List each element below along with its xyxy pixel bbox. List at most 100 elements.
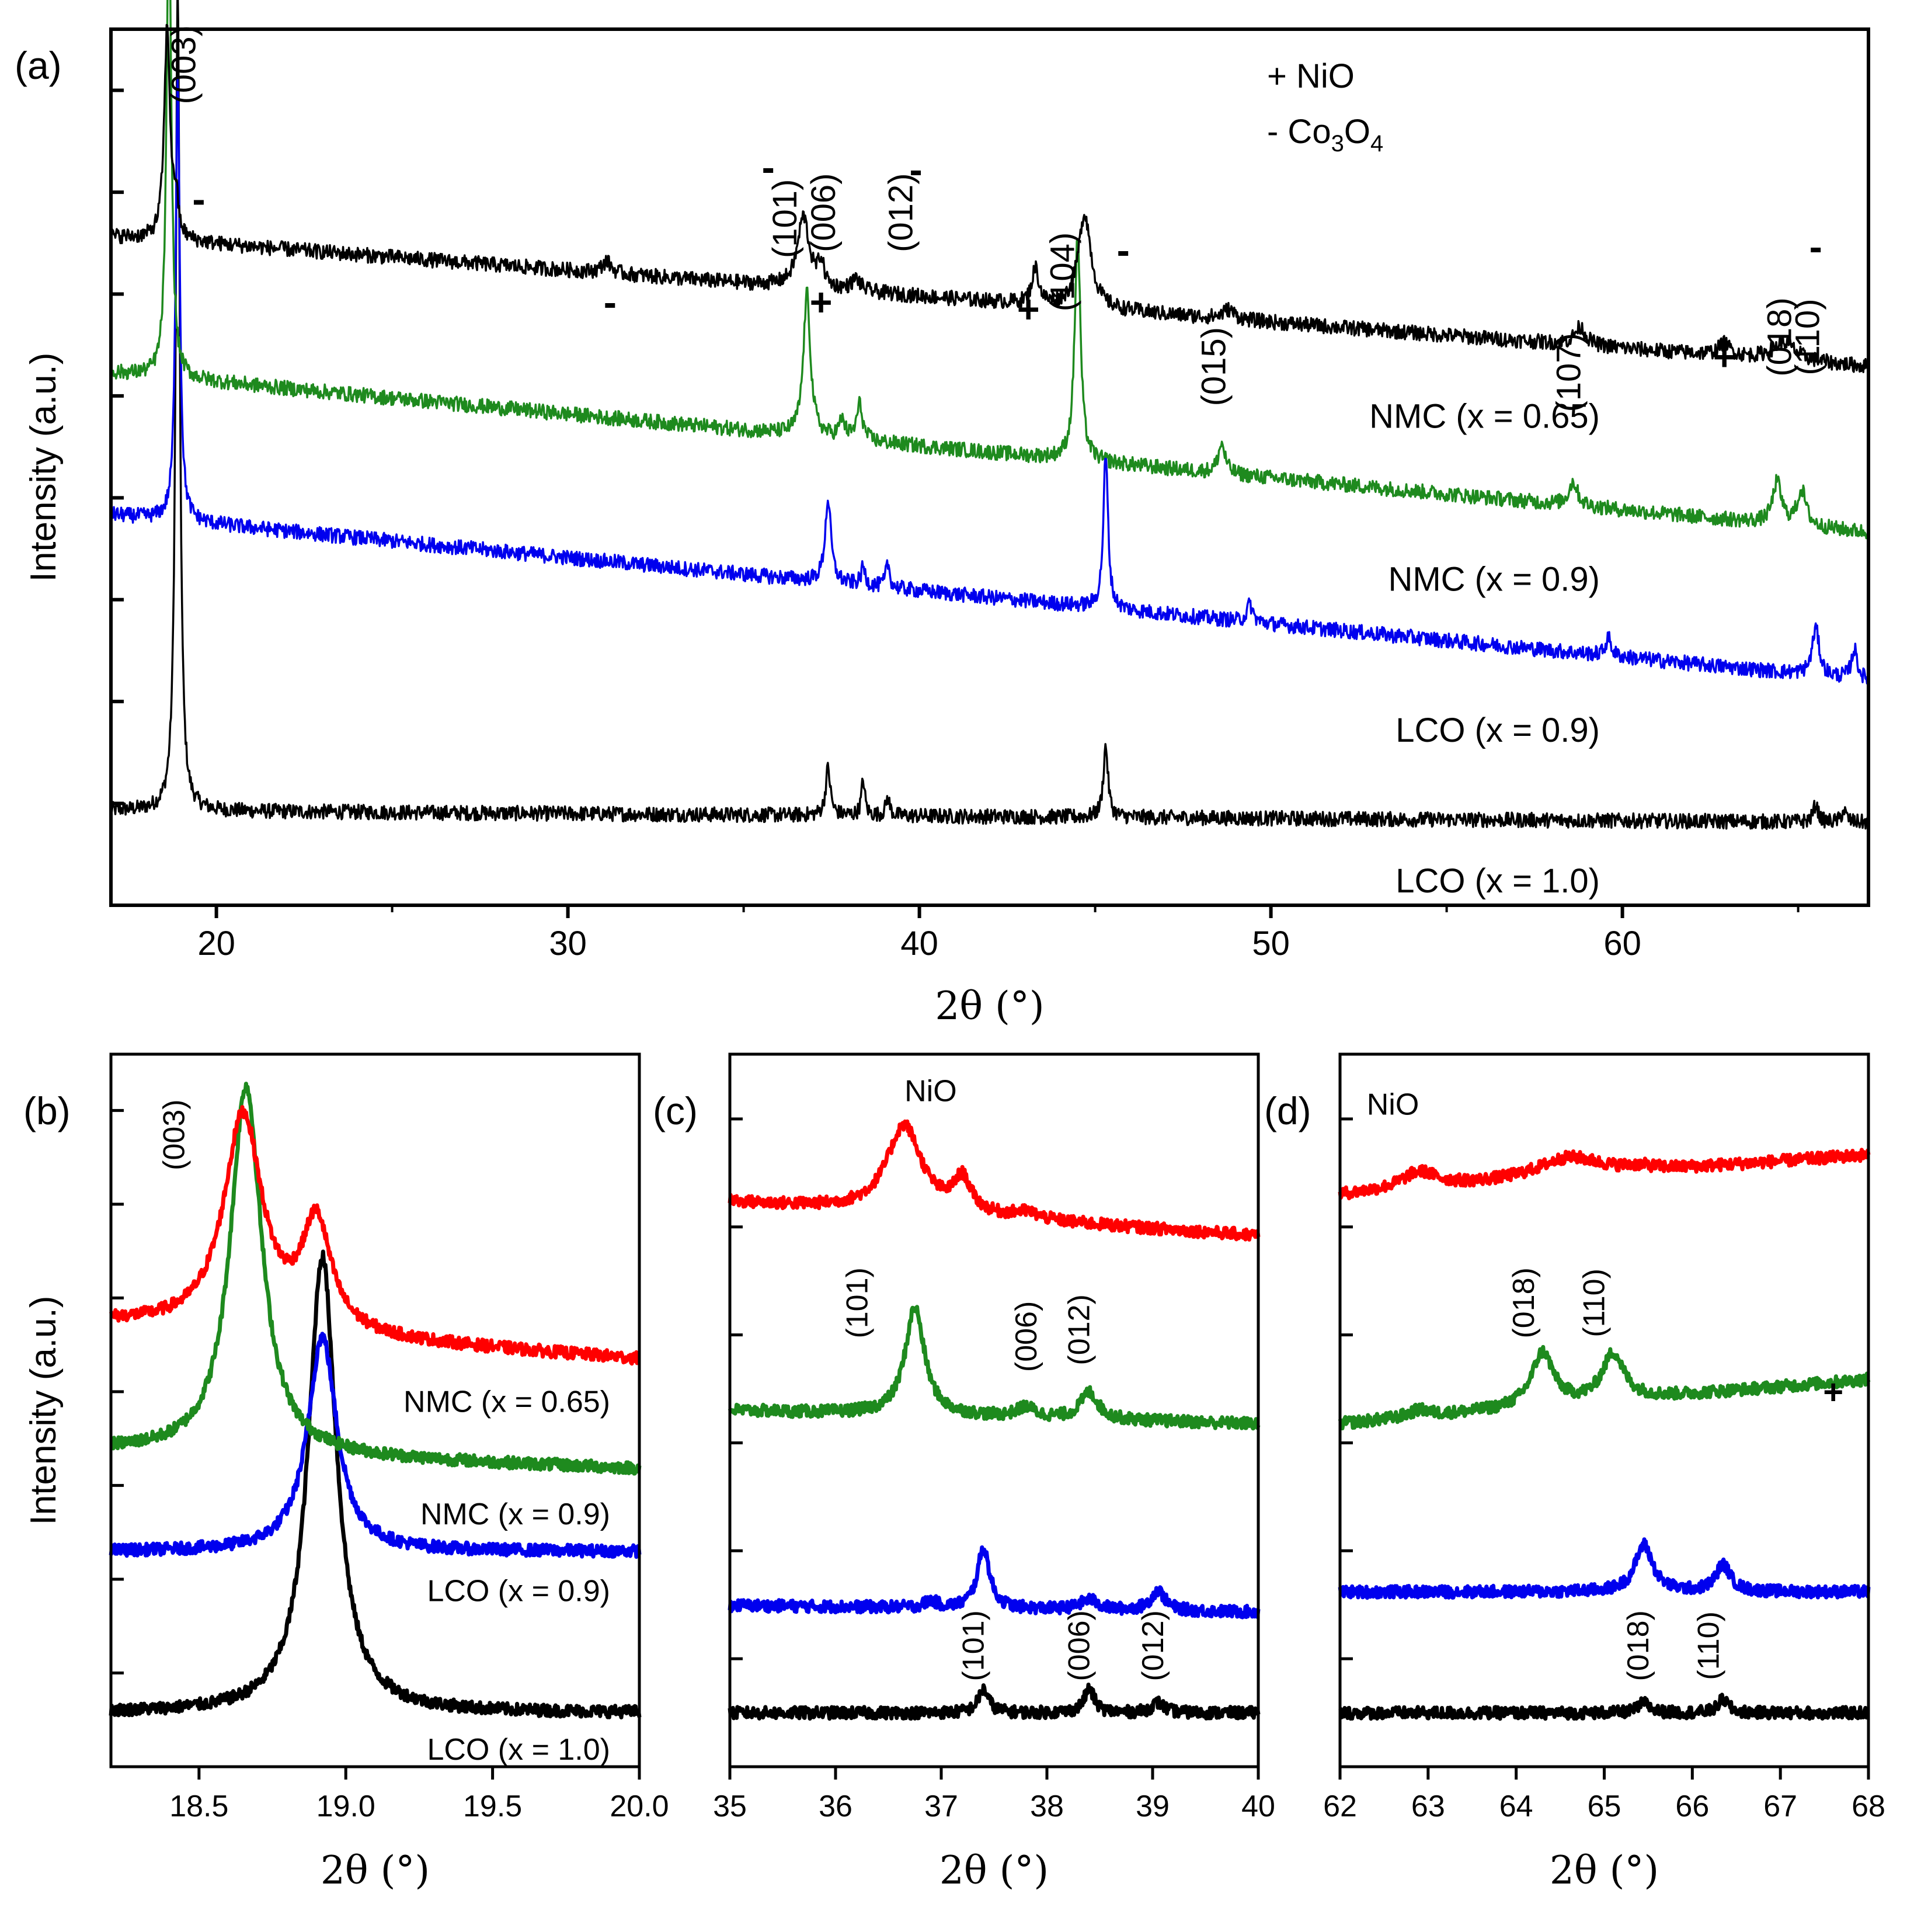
nio-marker: + <box>1713 336 1736 379</box>
panel-label: (d) <box>1264 1089 1311 1132</box>
co3o4-marker: - <box>909 149 922 192</box>
panel-label: (b) <box>23 1089 71 1132</box>
x-axis-label: 2θ (°) <box>1550 1848 1659 1893</box>
y-axis-label: Intensity (a.u.) <box>23 1296 64 1526</box>
panel-label: (c) <box>653 1089 698 1132</box>
y-axis-label: Intensity (a.u.) <box>23 353 64 582</box>
series-line-nmc-x-0-65- <box>728 1119 1261 1242</box>
panel-b: LCO (x = 1.0) LCO (x = 0.9) NMC (x = 0.9) N… <box>23 1052 669 1893</box>
panel-label: (a) <box>15 44 62 87</box>
x-tick-label: 62 <box>1323 1789 1357 1823</box>
phase-annotation: NiO <box>1367 1088 1419 1122</box>
series-label: LCO (x = 1.0) <box>1396 862 1600 900</box>
series-label: NMC (x = 0.65) <box>1369 398 1600 436</box>
series-line-nmc-x-0-65- <box>109 1105 641 1366</box>
peak-annotation: (110) <box>1578 1269 1612 1337</box>
panel-d: 62 63 64 65 66 67 68 2θ (°) (d) NiO (018) (110) + (01… <box>1264 1052 1885 1893</box>
peak-annotation: (107) <box>1550 333 1588 412</box>
x-tick-label: 63 <box>1411 1789 1445 1823</box>
series-line-lco-x-1-0- <box>109 1249 642 1719</box>
x-tick-label: 35 <box>713 1789 747 1823</box>
series-line-lco-x-0-9- <box>110 77 1870 684</box>
series-line-nmc-x-0-65- <box>110 24 1869 373</box>
series-line-lco-x-1-0- <box>728 1683 1261 1721</box>
panel-a: LCO (x = 1.0) LCO (x = 0.9) NMC (x = 0.9) N… <box>15 0 1870 1028</box>
plot-frame <box>109 1052 641 1768</box>
series-label: LCO (x = 0.9) <box>1396 711 1600 749</box>
co3o4-marker: - <box>762 146 775 189</box>
x-tick-label: 20.0 <box>610 1789 669 1823</box>
peak-annotation: (110) <box>1692 1611 1726 1680</box>
series-line-nmc-x-0-9- <box>728 1305 1261 1431</box>
peak-annotation: (012) <box>1062 1294 1096 1365</box>
series-label: NMC (x = 0.9) <box>420 1497 610 1531</box>
peak-annotation: (018) <box>1621 1610 1655 1681</box>
series-line-lco-x-1-0- <box>110 0 1870 831</box>
legend-co3o4: - Co3O4 <box>1267 113 1383 157</box>
peak-annotation: (006) <box>805 173 843 252</box>
series-label: NMC (x = 0.65) <box>403 1385 610 1419</box>
legend-text-part: 4 <box>1370 131 1383 157</box>
x-tick-label: 65 <box>1588 1789 1621 1823</box>
peak-annotation: (012) <box>882 173 920 252</box>
x-tick-label: 30 <box>549 925 587 962</box>
x-tick-label: 50 <box>1252 925 1290 962</box>
co3o4-marker: - <box>1809 225 1822 269</box>
x-tick-label: 36 <box>819 1789 852 1823</box>
peak-annotation: (015) <box>1195 327 1233 406</box>
peak-annotation: (101) <box>766 179 804 258</box>
series-line-lco-x-0-9- <box>109 1332 642 1559</box>
series-label: NMC (x = 0.9) <box>1388 560 1600 598</box>
legend-nio: + NiO <box>1267 57 1355 95</box>
x-tick-label: 68 <box>1852 1789 1885 1823</box>
nio-marker: + <box>810 282 833 325</box>
series-line-nmc-x-0-9- <box>1338 1344 1871 1431</box>
peak-annotation: (101) <box>840 1267 874 1338</box>
peak-annotation: (018) <box>1761 297 1799 376</box>
x-axis-label: 2θ (°) <box>321 1848 430 1893</box>
x-tick-label: 64 <box>1499 1789 1533 1823</box>
series-line-lco-x-1-0- <box>1338 1693 1870 1721</box>
peak-annotation: (110) <box>1789 298 1827 375</box>
co3o4-marker: - <box>604 282 617 325</box>
nio-marker: + <box>1017 289 1040 332</box>
series-line-lco-x-0-9- <box>1338 1537 1871 1600</box>
x-tick-label: 66 <box>1675 1789 1709 1823</box>
legend-text-part: O <box>1344 113 1370 151</box>
x-tick-label: 18.5 <box>169 1789 228 1823</box>
peak-annotation: (003) <box>158 1099 192 1170</box>
x-tick-label: 67 <box>1763 1789 1797 1823</box>
legend-text-part: - Co <box>1267 113 1331 151</box>
peak-annotation: (003) <box>165 25 203 104</box>
x-tick-label: 38 <box>1030 1789 1064 1823</box>
x-tick-label: 60 <box>1603 925 1641 962</box>
x-tick-label: 20 <box>197 925 235 962</box>
phase-annotation: NiO <box>904 1075 957 1109</box>
series-label: LCO (x = 0.9) <box>427 1575 610 1608</box>
x-tick-label: 40 <box>900 925 938 962</box>
peak-annotation: (006) <box>1010 1301 1043 1372</box>
x-axis-label: 2θ (°) <box>939 1848 1049 1893</box>
peak-annotation: (101) <box>956 1610 990 1681</box>
peak-annotation: (006) <box>1062 1610 1096 1681</box>
plot-frame <box>728 1052 1260 1768</box>
series-line-lco-x-0-9- <box>728 1545 1261 1620</box>
x-axis-label: 2θ (°) <box>935 984 1044 1028</box>
co3o4-marker: - <box>1117 229 1130 272</box>
co3o4-marker: - <box>192 178 205 221</box>
series-line-nmc-x-0-65- <box>1338 1148 1871 1201</box>
series-line-nmc-x-0-9- <box>109 1082 642 1476</box>
nio-marker: + <box>1823 1372 1843 1411</box>
legend-text-part: 3 <box>1331 131 1344 157</box>
x-tick-label: 40 <box>1241 1789 1275 1823</box>
x-tick-label: 19.5 <box>463 1789 522 1823</box>
peak-annotation: (104) <box>1043 232 1081 311</box>
series-line-nmc-x-0-9- <box>110 0 1869 540</box>
panel-c: 35 36 37 38 39 40 2θ (°) (c) NiO (101) (006) (012) (… <box>653 1052 1275 1893</box>
x-tick-label: 39 <box>1136 1789 1170 1823</box>
x-tick-label: 19.0 <box>316 1789 375 1823</box>
series-label: LCO (x = 1.0) <box>427 1733 610 1767</box>
plot-frame <box>109 27 1870 907</box>
peak-annotation: (012) <box>1136 1610 1170 1681</box>
